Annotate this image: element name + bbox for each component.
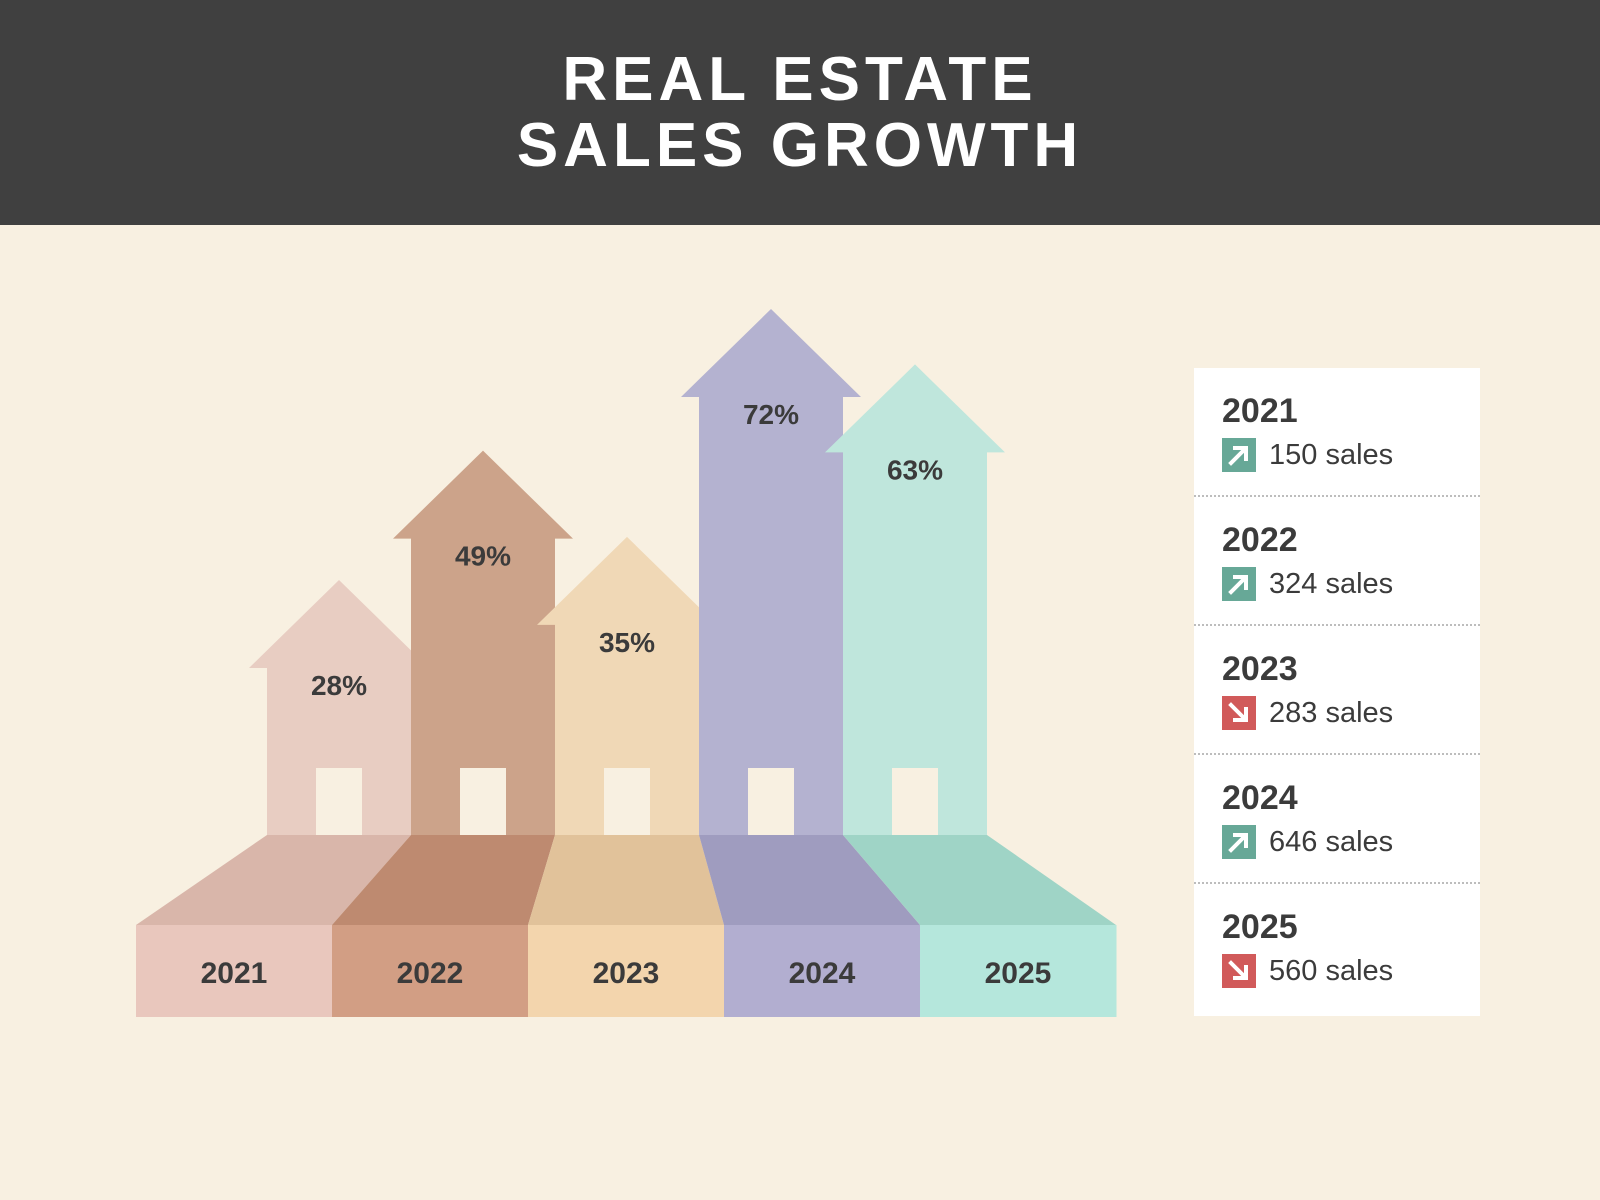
arrow-down-right-icon [1222, 696, 1256, 730]
arrow-down-right-icon [1222, 954, 1256, 988]
legend-item-2021: 2021 150 sales [1194, 368, 1480, 497]
house-bar-chart: 2021 2022 2023 2024 2025 28% 49% 35% 72% 63% [136, 309, 1117, 1017]
legend-year: 2021 [1222, 392, 1298, 430]
legend-year: 2024 [1222, 779, 1298, 817]
bar-house-2025 [825, 364, 1005, 835]
x-tick-label: 2025 [985, 957, 1052, 990]
door-2021 [316, 768, 362, 835]
legend-item-2024: 2024 646 sales [1194, 755, 1480, 884]
legend-year: 2023 [1222, 650, 1298, 688]
legend-year: 2022 [1222, 521, 1298, 559]
door-2025 [892, 768, 938, 835]
legend-sales: 283 sales [1269, 696, 1394, 729]
x-tick-label: 2022 [397, 957, 464, 990]
bar-house-2023 [537, 536, 717, 835]
data-label: 49% [455, 541, 511, 572]
legend-sales: 560 sales [1269, 954, 1394, 987]
base-block-2022 [332, 925, 529, 1017]
door-2022 [460, 768, 506, 835]
bar-house-2022 [393, 450, 573, 835]
data-label: 72% [743, 399, 799, 430]
arrow-up-right-icon [1222, 567, 1256, 601]
x-tick-label: 2023 [593, 957, 660, 990]
base-block-2025 [920, 925, 1117, 1017]
legend-item-2022: 2022 324 sales [1194, 497, 1480, 626]
legend-sales: 646 sales [1269, 825, 1394, 858]
data-label: 63% [887, 454, 943, 485]
base-block-2024 [724, 925, 921, 1017]
base-block-2023 [528, 925, 725, 1017]
arrow-up-right-icon [1222, 438, 1256, 472]
floor-2025 [843, 835, 1116, 925]
legend-item-2025: 2025 560 sales [1194, 884, 1480, 1013]
x-tick-label: 2021 [201, 957, 268, 990]
legend-item-2023: 2023 283 sales [1194, 626, 1480, 755]
base-block-2021 [136, 925, 333, 1017]
legend-sales: 324 sales [1269, 567, 1394, 600]
page-title-line-2: SALES GROWTH [516, 110, 1084, 180]
door-2024 [748, 768, 794, 835]
floor-2023 [528, 835, 724, 925]
sales-legend-panel: 2021 150 sales 2022 324 sales 2023 283 s… [1194, 368, 1480, 1016]
x-tick-label: 2024 [789, 957, 856, 990]
data-label: 35% [599, 627, 655, 658]
floor-2024 [699, 835, 920, 925]
floor-2021 [136, 835, 411, 925]
bar-house-2024 [681, 309, 861, 835]
bar-house-2021 [249, 580, 429, 835]
arrow-up-right-icon [1222, 825, 1256, 859]
page-title-line-1: REAL ESTATE [562, 44, 1038, 114]
legend-year: 2025 [1222, 908, 1298, 946]
header-banner: REAL ESTATE SALES GROWTH [0, 0, 1600, 225]
floor-2022 [332, 835, 555, 925]
legend-sales: 150 sales [1269, 438, 1394, 471]
data-label: 28% [311, 670, 367, 701]
door-2023 [604, 768, 650, 835]
